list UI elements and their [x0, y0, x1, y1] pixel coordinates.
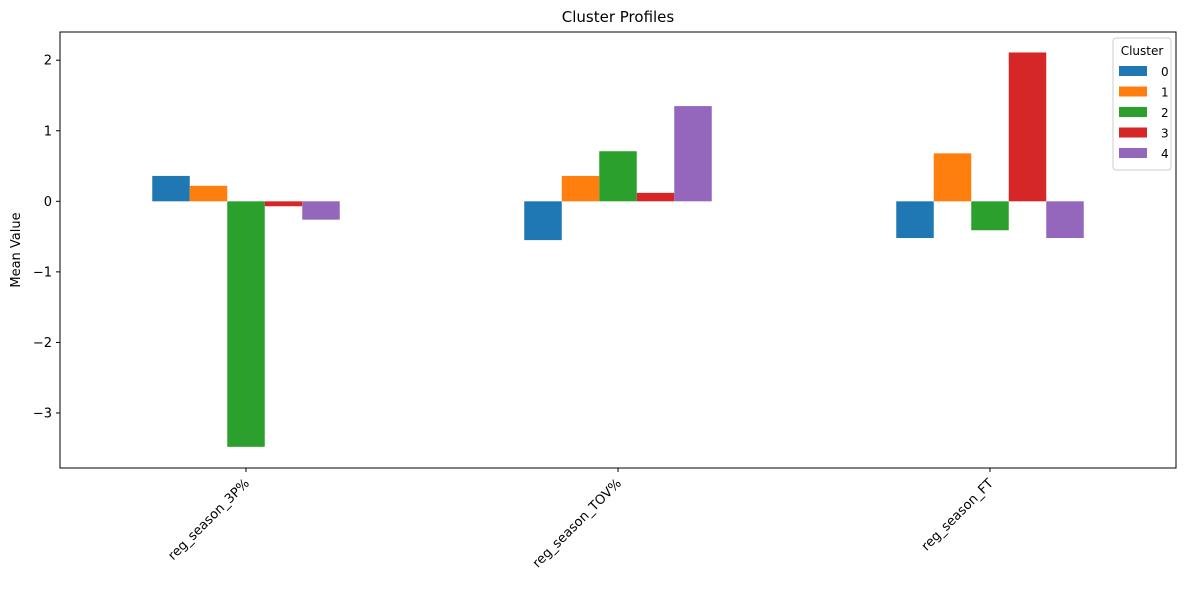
y-tick-label: −1 [33, 265, 52, 280]
legend-label-cluster-4: 4 [1161, 147, 1169, 161]
x-tick-label: reg_season_3P% [166, 476, 253, 563]
bar-reg_season_3P%-cluster-0 [152, 175, 190, 202]
bar-reg_season_FT-cluster-4 [1046, 201, 1084, 239]
bar-reg_season_TOV%-cluster-2 [599, 151, 637, 202]
bar-reg_season_FT-cluster-1 [933, 153, 972, 202]
y-tick-label: −3 [33, 406, 52, 421]
y-tick-label: 0 [44, 195, 52, 210]
legend-title: Cluster [1121, 44, 1164, 58]
chart-title: Cluster Profiles [562, 8, 675, 26]
bar-reg_season_TOV%-cluster-4 [674, 106, 712, 202]
bar-reg_season_TOV%-cluster-3 [636, 192, 675, 202]
x-axis-ticks: reg_season_3P% reg_season_TOV% reg_season_… [166, 468, 997, 571]
y-tick-label: 2 [44, 54, 52, 69]
legend-label-cluster-2: 2 [1161, 106, 1169, 120]
legend-swatch-cluster-1 [1119, 86, 1147, 97]
bar-reg_season_FT-cluster-0 [896, 201, 934, 239]
legend: Cluster 0 1 2 3 4 [1112, 37, 1172, 171]
x-tick-label: reg_season_FT [919, 476, 997, 554]
bar-reg_season_3P%-cluster-2 [227, 201, 265, 447]
bar-reg_season_FT-cluster-2 [971, 201, 1009, 231]
legend-swatch-cluster-2 [1119, 107, 1147, 117]
legend-label-cluster-1: 1 [1161, 86, 1169, 100]
y-tick-label: 1 [44, 124, 52, 139]
bar-reg_season_TOV%-cluster-1 [561, 175, 600, 202]
legend-swatch-cluster-4 [1119, 148, 1147, 158]
y-tick-label: −2 [33, 336, 52, 351]
legend-swatch-cluster-3 [1119, 127, 1147, 138]
y-axis-label: Mean Value [9, 212, 24, 287]
bar-reg_season_3P%-cluster-4 [302, 201, 340, 220]
bar-reg_season_3P%-cluster-1 [189, 185, 228, 202]
bar-reg_season_FT-cluster-3 [1008, 52, 1047, 202]
bars-group [152, 52, 1084, 447]
legend-label-cluster-0: 0 [1161, 65, 1169, 79]
legend-swatch-cluster-0 [1119, 66, 1147, 76]
y-axis-ticks: −3 −2 −1 0 1 2 [33, 54, 60, 421]
bar-reg_season_TOV%-cluster-0 [524, 201, 562, 241]
plot-frame [59, 31, 1177, 469]
bar-reg_season_3P%-cluster-3 [264, 201, 303, 207]
legend-label-cluster-3: 3 [1161, 127, 1169, 141]
x-tick-label: reg_season_TOV% [530, 476, 625, 571]
